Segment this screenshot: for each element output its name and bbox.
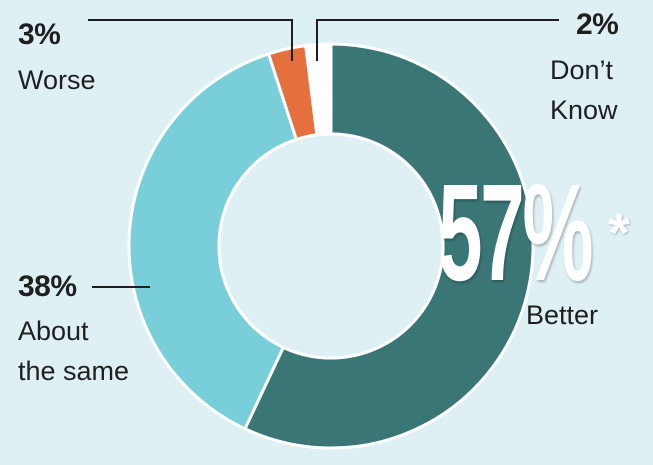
better-text: Better [526,300,599,330]
dk-leader-h [316,19,559,21]
worse-value: 3% [18,18,61,51]
dont-know-line1: Don’t [550,55,614,85]
better-value: 57% [438,156,594,310]
dont-know-line2: Know [550,95,618,125]
same-line1: About [18,316,89,346]
worse-text: Worse [18,65,96,95]
same-line2: the same [18,356,130,386]
same-value: 38% [18,270,77,303]
worse-leader-h [88,19,293,21]
same-leader [92,286,150,288]
donut-hole [217,132,445,360]
dk-leader-v [316,19,318,61]
dont-know-value: 2% [576,8,619,41]
worse-leader-v [291,19,293,61]
better-asterisk: * [608,201,630,264]
